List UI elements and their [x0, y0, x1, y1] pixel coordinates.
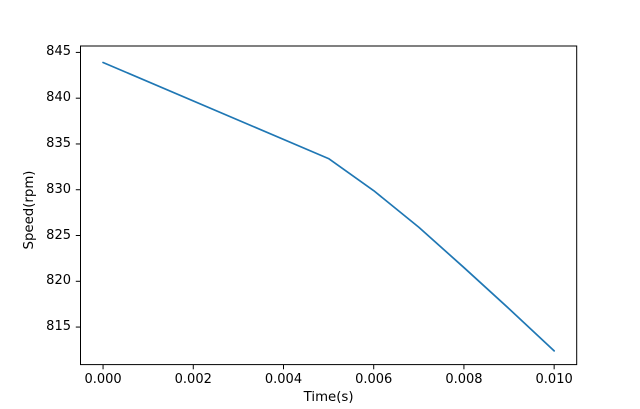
y-tick-label: 835: [46, 135, 71, 151]
plot-border: [80, 45, 578, 366]
x-tick-label: 0.002: [174, 371, 212, 387]
y-tick-label: 845: [46, 44, 71, 60]
x-tick-label: 0.004: [264, 371, 303, 387]
speed-line: [102, 61, 556, 352]
x-axis-label: Time(s): [303, 389, 354, 405]
x-tick-label: 0.000: [84, 371, 122, 387]
x-tick-label: 0.008: [445, 371, 483, 387]
y-tick-label: 825: [46, 227, 71, 243]
y-axis-label: Speed(rpm): [22, 170, 37, 250]
x-tick-label: 0.010: [535, 371, 573, 387]
axis-tick-marks: [75, 51, 555, 370]
y-tick-label: 815: [46, 319, 71, 335]
y-tick-label: 820: [46, 273, 71, 289]
y-tick-label: 830: [46, 181, 71, 197]
y-tick-label: 840: [46, 90, 71, 106]
x-tick-label: 0.006: [355, 371, 393, 387]
